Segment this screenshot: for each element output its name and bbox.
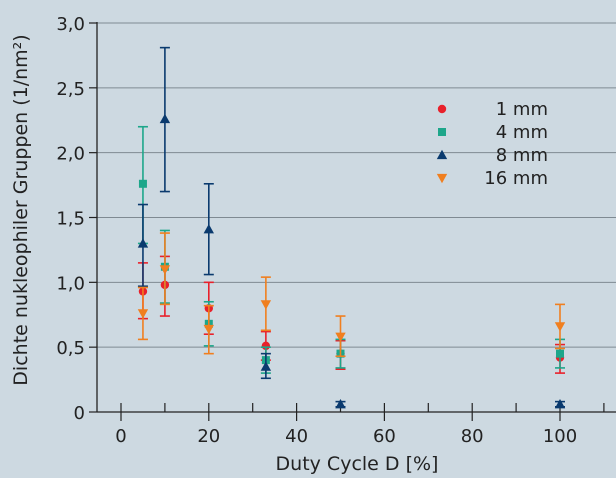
series xyxy=(137,232,566,358)
x-tick-label: 0 xyxy=(115,426,126,447)
data-point xyxy=(159,113,171,124)
y-tick-label: 1,5 xyxy=(56,209,85,230)
data-point xyxy=(203,223,214,234)
legend-marker xyxy=(436,149,448,160)
data-point xyxy=(335,399,346,409)
x-tick-label: 60 xyxy=(373,426,396,447)
y-tick-label: 0 xyxy=(74,403,85,424)
legend-marker xyxy=(437,104,447,114)
y-tick-label: 0,5 xyxy=(56,338,85,359)
x-tick-label: 100 xyxy=(543,426,577,447)
y-tick-label: 2,0 xyxy=(56,144,85,165)
data-point xyxy=(138,179,147,188)
y-tick-label: 1,0 xyxy=(56,273,85,294)
y-axis-title: Dichte nukleophiler Gruppen (1/nm²) xyxy=(10,34,32,385)
legend-label: 16 mm xyxy=(484,168,548,189)
data-point xyxy=(556,349,564,358)
data-point xyxy=(260,300,272,310)
grid-layer xyxy=(97,22,616,348)
x-tick-label: 40 xyxy=(285,426,308,447)
legend-label: 1 mm xyxy=(496,99,548,120)
series xyxy=(137,46,566,409)
x-tick-label: 20 xyxy=(197,426,220,447)
x-tick-label: 80 xyxy=(461,426,484,447)
data-point xyxy=(137,238,149,248)
data-point xyxy=(203,324,214,335)
series xyxy=(137,255,565,374)
data-point xyxy=(261,341,271,351)
y-tick-label: 3,0 xyxy=(56,14,85,35)
legend-marker xyxy=(438,128,446,136)
legend-marker xyxy=(436,173,448,184)
x-axis-title: Duty Cycle D [%] xyxy=(276,453,439,475)
legend-label: 8 mm xyxy=(496,145,548,166)
data-layer xyxy=(137,46,566,409)
ticks-layer: 0 0,5 1,0 1,5 2,0 2,5 3,0 0 20 40 60 80 100 xyxy=(56,14,605,447)
data-point xyxy=(335,332,346,342)
data-point xyxy=(554,399,566,409)
legend-label: 4 mm xyxy=(496,122,548,143)
data-point xyxy=(260,361,272,371)
data-point xyxy=(137,309,149,319)
data-point xyxy=(554,322,566,332)
y-tick-label: 2,5 xyxy=(56,79,85,100)
data-point xyxy=(159,265,171,275)
